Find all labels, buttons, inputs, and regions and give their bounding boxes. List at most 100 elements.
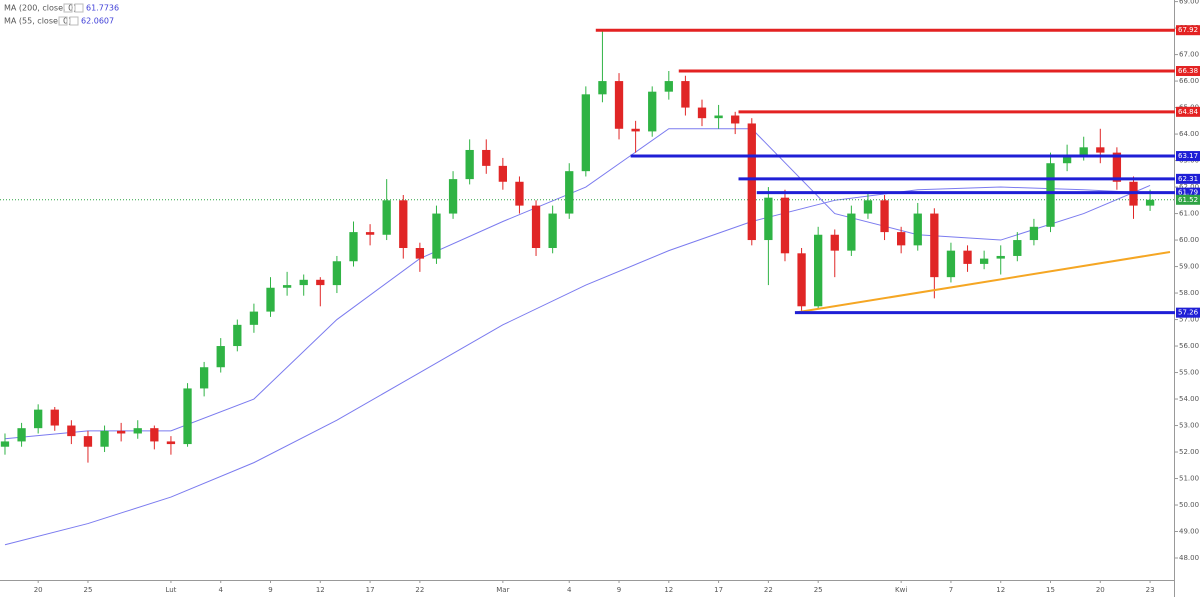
level-label-bg	[1176, 25, 1200, 36]
candle-body	[946, 250, 956, 278]
level-label: 67.92	[1178, 26, 1198, 34]
candle-body	[731, 115, 740, 124]
candle-body	[432, 213, 441, 259]
x-tick-label: Lut	[165, 586, 176, 594]
candle-body	[332, 261, 342, 286]
candle-body	[1145, 199, 1155, 206]
level-label-bg	[1176, 187, 1200, 198]
x-tick-label: 12	[664, 586, 673, 594]
legend: MA (200, close, 0) 61.7736 MA (55, close…	[4, 3, 119, 26]
price-label-bg	[1176, 194, 1200, 205]
candle-body	[365, 232, 375, 235]
candle-body	[482, 149, 491, 166]
candle-body	[880, 200, 889, 233]
candle-body	[0, 441, 10, 447]
x-tick-label: 23	[1146, 586, 1155, 594]
x-tick-label: 25	[83, 586, 92, 594]
candle-body	[996, 255, 1005, 259]
legend-label: MA (55, close, 0)	[4, 17, 71, 26]
candle-body	[797, 253, 806, 307]
y-tick-label: 57.00	[1179, 316, 1199, 324]
candle-body	[614, 81, 624, 129]
candle-body	[382, 200, 391, 235]
candle-body	[199, 367, 209, 389]
candle-body	[117, 430, 126, 434]
y-tick-label: 67.00	[1179, 51, 1199, 59]
x-tick-label: 22	[764, 586, 773, 594]
x-tick-label: 12	[316, 586, 325, 594]
candle-body	[282, 285, 292, 288]
candle-body	[67, 425, 76, 437]
legend-icon	[69, 16, 79, 26]
y-tick-label: 69.00	[1179, 0, 1199, 6]
candle-body	[266, 287, 275, 312]
legend-value: 61.7736	[86, 4, 119, 13]
y-tick-label: 66.00	[1179, 77, 1199, 85]
candle-body	[349, 232, 358, 262]
y-tick-label: 62.00	[1179, 183, 1199, 191]
candle-body	[100, 430, 109, 447]
x-tick-label: 15	[1046, 586, 1055, 594]
candle-body	[764, 197, 773, 241]
price-label: 61.52	[1178, 196, 1198, 204]
candle-body	[664, 81, 673, 92]
candle-body	[448, 179, 458, 214]
candle-body	[316, 279, 325, 286]
candle-body	[581, 94, 590, 172]
y-tick-label: 51.00	[1179, 475, 1199, 483]
candle-body	[83, 436, 93, 447]
legend-icon	[74, 3, 84, 13]
y-tick-label: 50.00	[1179, 501, 1199, 509]
y-tick-label: 59.00	[1179, 263, 1199, 271]
candle-body	[50, 409, 59, 426]
candle-body	[963, 250, 972, 264]
level-label-bg	[1176, 151, 1200, 162]
y-tick-label: 61.00	[1179, 210, 1199, 218]
y-tick-label: 56.00	[1179, 342, 1199, 350]
candle-body	[399, 200, 408, 249]
candle-body	[233, 324, 242, 347]
candle-body	[897, 232, 906, 246]
candle-body	[697, 107, 707, 119]
candle-body	[531, 205, 541, 249]
x-tick-label: 22	[415, 586, 424, 594]
x-tick-label: 17	[366, 586, 375, 594]
y-tick-label: 53.00	[1179, 422, 1199, 430]
x-tick-label: 9	[617, 586, 621, 594]
candle-body	[1096, 147, 1105, 153]
y-tick-label: 54.00	[1179, 395, 1199, 403]
x-tick-label: 12	[996, 586, 1005, 594]
candle-body	[1013, 240, 1022, 256]
candle-body	[681, 81, 690, 108]
candle-body	[498, 165, 507, 182]
candle-body	[133, 428, 142, 434]
candle-body	[714, 115, 723, 119]
candle-body	[863, 200, 873, 214]
level-label-bg	[1176, 66, 1200, 77]
candle-body	[1062, 155, 1072, 164]
plot-area	[0, 28, 1175, 546]
legend-value: 62.0607	[81, 17, 114, 26]
candle-body	[34, 409, 43, 429]
level-label: 61.79	[1178, 189, 1198, 197]
candle-body	[183, 388, 192, 445]
x-tick-label: 20	[34, 586, 43, 594]
level-label-bg	[1176, 106, 1200, 117]
x-tick-label: Mar	[496, 586, 509, 594]
candle-body	[216, 346, 225, 368]
candle-body	[17, 428, 26, 442]
candle-body	[150, 428, 159, 442]
y-tick-label: 55.00	[1179, 369, 1199, 377]
candle-body	[814, 234, 823, 307]
x-tick-label: 4	[567, 586, 572, 594]
candle-body	[299, 279, 308, 286]
y-tick-label: 49.00	[1179, 528, 1199, 536]
level-label: 57.26	[1178, 309, 1199, 317]
candle-body	[979, 258, 989, 264]
candle-body	[930, 213, 939, 278]
y-tick-label: 60.00	[1179, 236, 1199, 244]
moving-average-line	[4, 128, 1151, 440]
